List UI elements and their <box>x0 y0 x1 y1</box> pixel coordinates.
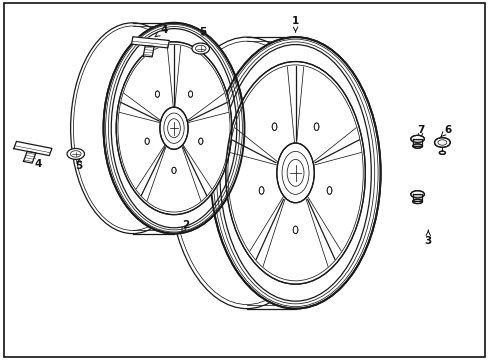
Ellipse shape <box>313 123 318 131</box>
Ellipse shape <box>259 187 264 194</box>
Ellipse shape <box>116 42 231 215</box>
Ellipse shape <box>188 91 192 97</box>
Text: 3: 3 <box>424 230 431 246</box>
Ellipse shape <box>410 191 424 198</box>
Ellipse shape <box>160 107 188 149</box>
Ellipse shape <box>410 135 424 143</box>
Text: 6: 6 <box>440 125 450 136</box>
Ellipse shape <box>293 226 297 234</box>
Ellipse shape <box>276 143 314 203</box>
Text: 5: 5 <box>76 158 82 171</box>
Polygon shape <box>14 141 52 156</box>
Ellipse shape <box>326 187 331 194</box>
Ellipse shape <box>145 138 149 144</box>
Ellipse shape <box>192 43 209 54</box>
Text: 5: 5 <box>199 27 206 37</box>
Text: 4: 4 <box>155 25 167 37</box>
Ellipse shape <box>434 138 449 147</box>
Text: 1: 1 <box>291 16 299 32</box>
Ellipse shape <box>67 148 84 159</box>
Ellipse shape <box>210 37 380 309</box>
Polygon shape <box>412 194 422 202</box>
Ellipse shape <box>438 151 445 154</box>
Ellipse shape <box>198 138 203 144</box>
Ellipse shape <box>171 167 176 174</box>
Polygon shape <box>131 37 169 48</box>
Ellipse shape <box>412 144 422 148</box>
Polygon shape <box>412 139 422 146</box>
Ellipse shape <box>412 199 422 203</box>
Polygon shape <box>23 151 36 163</box>
Text: 4: 4 <box>30 157 41 169</box>
Ellipse shape <box>155 91 159 97</box>
Text: 2: 2 <box>181 220 189 233</box>
Ellipse shape <box>225 62 365 284</box>
Ellipse shape <box>103 23 244 234</box>
Text: 7: 7 <box>416 125 423 138</box>
Polygon shape <box>143 46 154 57</box>
Ellipse shape <box>272 123 276 131</box>
